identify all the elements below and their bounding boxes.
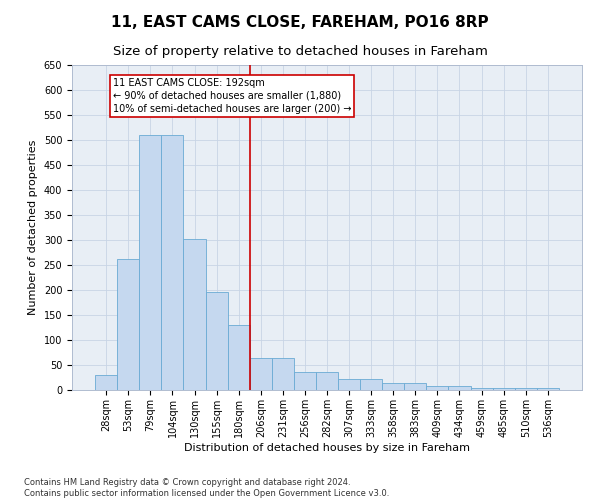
- Bar: [272, 358, 294, 390]
- Bar: [470, 388, 493, 390]
- Bar: [95, 375, 117, 390]
- Y-axis label: Number of detached properties: Number of detached properties: [28, 140, 38, 315]
- Bar: [360, 379, 382, 390]
- Bar: [316, 372, 338, 390]
- Bar: [382, 382, 404, 390]
- Text: Contains HM Land Registry data © Crown copyright and database right 2024.
Contai: Contains HM Land Registry data © Crown c…: [24, 478, 389, 498]
- Bar: [161, 135, 184, 390]
- Bar: [250, 358, 272, 390]
- Text: 11, EAST CAMS CLOSE, FAREHAM, PO16 8RP: 11, EAST CAMS CLOSE, FAREHAM, PO16 8RP: [111, 15, 489, 30]
- Bar: [117, 258, 139, 390]
- Text: 11 EAST CAMS CLOSE: 192sqm
← 90% of detached houses are smaller (1,880)
10% of s: 11 EAST CAMS CLOSE: 192sqm ← 90% of deta…: [113, 78, 352, 114]
- Bar: [206, 292, 227, 390]
- Text: Size of property relative to detached houses in Fareham: Size of property relative to detached ho…: [113, 45, 487, 58]
- Bar: [448, 386, 470, 390]
- Bar: [338, 379, 360, 390]
- Bar: [139, 134, 161, 390]
- Bar: [427, 386, 448, 390]
- Bar: [294, 372, 316, 390]
- Bar: [184, 239, 206, 390]
- Bar: [227, 324, 250, 390]
- X-axis label: Distribution of detached houses by size in Fareham: Distribution of detached houses by size …: [184, 442, 470, 452]
- Bar: [515, 388, 537, 390]
- Bar: [537, 388, 559, 390]
- Bar: [404, 382, 427, 390]
- Bar: [493, 388, 515, 390]
